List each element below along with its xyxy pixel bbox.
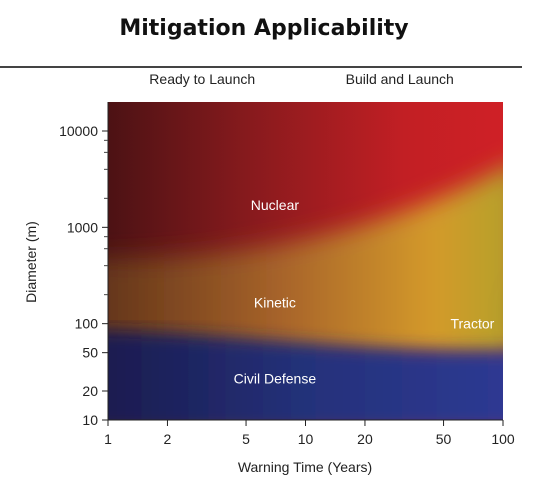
civil-defense-region [108, 330, 503, 420]
x-axis-label: Warning Time (Years) [238, 459, 372, 475]
y-tick-label: 50 [82, 345, 98, 361]
x-tick-label: 5 [242, 431, 250, 447]
y-axis-label: Diameter (m) [23, 221, 39, 303]
y-tick-label: 20 [82, 383, 98, 399]
page-title: Mitigation Applicability [119, 16, 409, 41]
region-label-tractor: Tractor [450, 316, 494, 332]
y-tick-label: 1000 [67, 219, 98, 235]
x-tick-label: 100 [491, 431, 515, 447]
x-tick-label: 50 [436, 431, 452, 447]
x-tick-label: 2 [164, 431, 172, 447]
y-tick-label: 10000 [59, 123, 98, 139]
region-label-nuclear: Nuclear [251, 197, 300, 213]
region-label-kinetic: Kinetic [254, 295, 296, 311]
y-tick-label: 100 [75, 316, 99, 332]
axes: 1 2 5 10 20 50 100 10 20 50 100 1000 10000 [59, 102, 515, 447]
region-label-civil-defense: Civil Defense [234, 370, 317, 386]
x-tick-label: 10 [298, 431, 314, 447]
x-tick-label: 20 [357, 431, 373, 447]
x-tick-label: 1 [104, 431, 112, 447]
title-divider [0, 66, 522, 68]
heatmap-area [108, 102, 503, 420]
top-label-ready-to-launch: Ready to Launch [149, 71, 255, 87]
top-label-build-and-launch: Build and Launch [346, 71, 454, 87]
top-labels: Ready to Launch Build and Launch [149, 71, 454, 87]
kinetic-region [108, 168, 503, 360]
y-tick-label: 10 [82, 412, 98, 428]
region-labels: Nuclear Kinetic Tractor Civil Defense [234, 197, 495, 386]
tractor-region [425, 245, 503, 365]
